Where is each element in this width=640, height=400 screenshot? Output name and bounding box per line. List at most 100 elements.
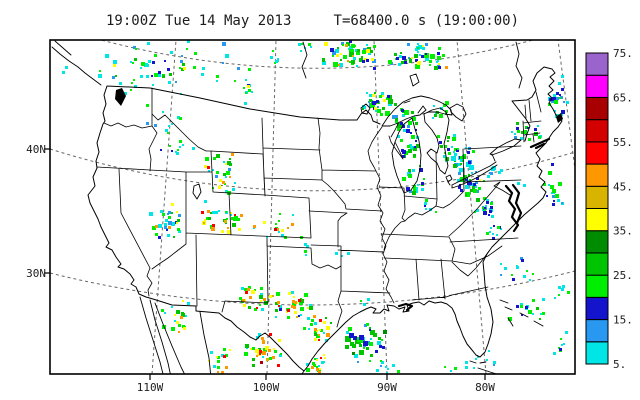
precip-pixel [268, 349, 271, 352]
precip-pixel [550, 185, 554, 189]
precip-pixel [528, 310, 532, 314]
axis-ticks [44, 148, 486, 380]
precip-pixel [306, 368, 310, 372]
precip-pixel [356, 65, 358, 67]
precip-pixel [309, 304, 312, 307]
precip-pixel [534, 132, 538, 136]
precip-pixel [186, 48, 188, 50]
precip-pixel [240, 214, 243, 217]
precip-pixel [309, 306, 313, 310]
plot-title: 19:00Z Tue 14 May 2013 T=68400.0 s (19:0… [105, 13, 519, 29]
precip-pixel [400, 122, 403, 125]
precip-pixel [470, 189, 473, 192]
precip-pixel [514, 136, 517, 139]
precip-pixel [539, 318, 541, 320]
precip-pixel [444, 145, 447, 148]
precip-pixel [345, 345, 349, 349]
precip-pixel [373, 45, 376, 48]
precip-pixel [278, 305, 280, 307]
precip-pixel [164, 312, 166, 314]
precip-pixel [369, 342, 373, 346]
precip-pixel [415, 122, 418, 125]
precip-pixel [520, 257, 523, 260]
meridian-110w [151, 40, 177, 374]
precip-pixel [314, 322, 317, 325]
precip-pixel [65, 66, 68, 69]
precip-pixel [540, 313, 542, 315]
precip-pixel [434, 114, 437, 117]
precip-pixel [234, 182, 236, 184]
precip-pixel [319, 368, 321, 370]
precip-pixel [269, 333, 272, 336]
precip-pixel [352, 55, 354, 57]
lat-label-30n: 30N [26, 267, 46, 280]
precip-pixel [466, 162, 471, 167]
precip-pixel [496, 234, 498, 236]
precip-pixel [174, 314, 176, 316]
precip-pixel [178, 331, 180, 333]
precip-pixel [318, 334, 320, 336]
precip-pixel [409, 144, 412, 147]
precip-pixel [452, 137, 456, 141]
precip-pixel [164, 223, 167, 226]
precip-pixel [472, 150, 475, 153]
precip-pixel [187, 302, 190, 305]
precip-pixel [483, 207, 486, 210]
precip-pixel [260, 293, 263, 296]
precip-pixel [511, 131, 513, 133]
precip-pixel [402, 56, 406, 60]
precip-pixel [511, 274, 513, 276]
precip-pixel [363, 341, 368, 346]
precip-pixel [207, 166, 210, 169]
precip-pixel [468, 174, 470, 176]
precip-pixel [222, 62, 224, 64]
precip-pixel [227, 227, 229, 229]
precip-pixel [152, 84, 154, 86]
precip-pixel [450, 370, 452, 372]
precip-pixel [566, 101, 569, 104]
precip-pixel [275, 316, 277, 318]
precip-pixel [230, 214, 232, 216]
precip-pixel [414, 146, 416, 148]
precip-pixel [339, 63, 343, 67]
precip-pixel [348, 327, 352, 331]
precip-pixel [325, 317, 327, 319]
precip-pixel [410, 132, 412, 134]
precip-pixel [359, 335, 364, 340]
precip-pixel [152, 226, 156, 230]
precip-pixel [561, 344, 563, 346]
precip-pixel [332, 51, 336, 55]
precip-pixel [355, 49, 358, 52]
precip-pixel [422, 47, 425, 50]
precip-pixel [381, 92, 384, 95]
precip-pixel [171, 222, 175, 226]
colorbar-cell [585, 163, 609, 187]
precip-pixel [520, 305, 523, 308]
precip-pixel [194, 52, 197, 55]
precip-pixel [152, 61, 155, 64]
precip-pixel [364, 324, 367, 327]
precip-pixel [532, 299, 535, 302]
precip-pixel [477, 356, 479, 358]
precip-pixel [465, 194, 467, 196]
precip-pixel [243, 87, 245, 89]
precip-pixel [486, 199, 489, 202]
precip-pixel [475, 181, 478, 184]
precip-pixel [458, 186, 461, 189]
precip-pixel [454, 153, 457, 156]
precip-pixel [277, 301, 280, 304]
precip-pixel [193, 66, 196, 69]
precip-pixel [164, 226, 167, 229]
precip-pixel [417, 43, 419, 45]
precip-pixel [445, 101, 449, 105]
precip-pixel [360, 59, 362, 61]
precip-pixel [255, 349, 259, 353]
precip-pixel [252, 358, 255, 361]
precip-pixel [171, 306, 173, 308]
precip-pixel [175, 81, 177, 83]
precip-pixel [437, 60, 439, 62]
precip-pixel [182, 63, 185, 66]
precip-pixel [310, 323, 313, 326]
precip-pixel [366, 323, 369, 326]
